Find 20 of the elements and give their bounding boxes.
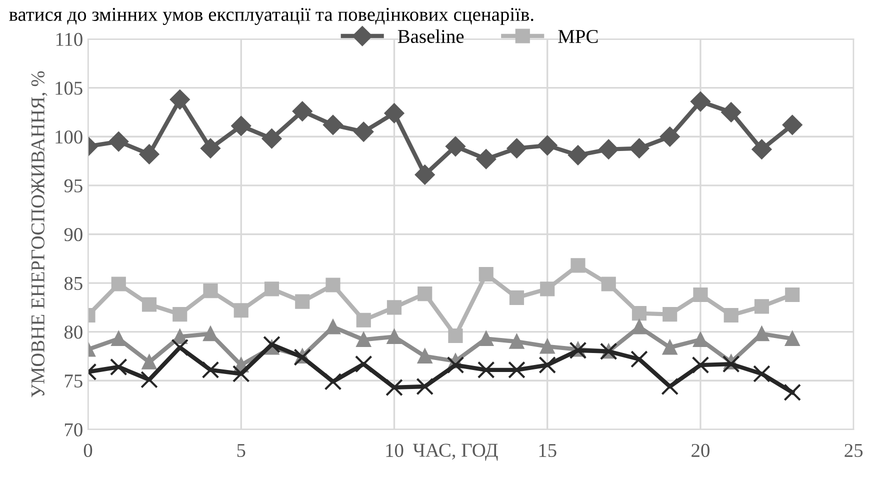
x-tick-label: 0 xyxy=(84,444,92,458)
y-tick-label: 75 xyxy=(64,374,82,388)
y-tick-label: 70 xyxy=(64,423,82,436)
y-tick-label: 80 xyxy=(64,326,82,339)
x-tick-label: 15 xyxy=(539,444,556,458)
y-tick-label: 110 xyxy=(56,32,82,46)
legend-label: MPC xyxy=(558,30,598,44)
text: ватися до змінних умов експлуатації та поведінкових сценаріїв. xyxy=(9,8,534,25)
x-tick-label: 25 xyxy=(844,444,863,458)
y-tick-label: 95 xyxy=(64,179,82,192)
x-axis-title: ЧАС, ГОД xyxy=(412,444,498,461)
y-tick-label: 90 xyxy=(64,228,82,242)
y-tick-label: 100 xyxy=(56,130,82,144)
y-tick-label: 85 xyxy=(64,276,82,290)
x-tick-label: 10 xyxy=(386,444,404,458)
y-tick-label: 105 xyxy=(56,82,82,95)
x-tick-label: 20 xyxy=(692,444,710,458)
x-tick-label: 5 xyxy=(237,444,246,458)
y-axis-title: УМОВНЕ ЕНЕРГОСПОЖИВАННЯ, % xyxy=(31,71,48,398)
legend-label: Baseline xyxy=(398,29,464,44)
